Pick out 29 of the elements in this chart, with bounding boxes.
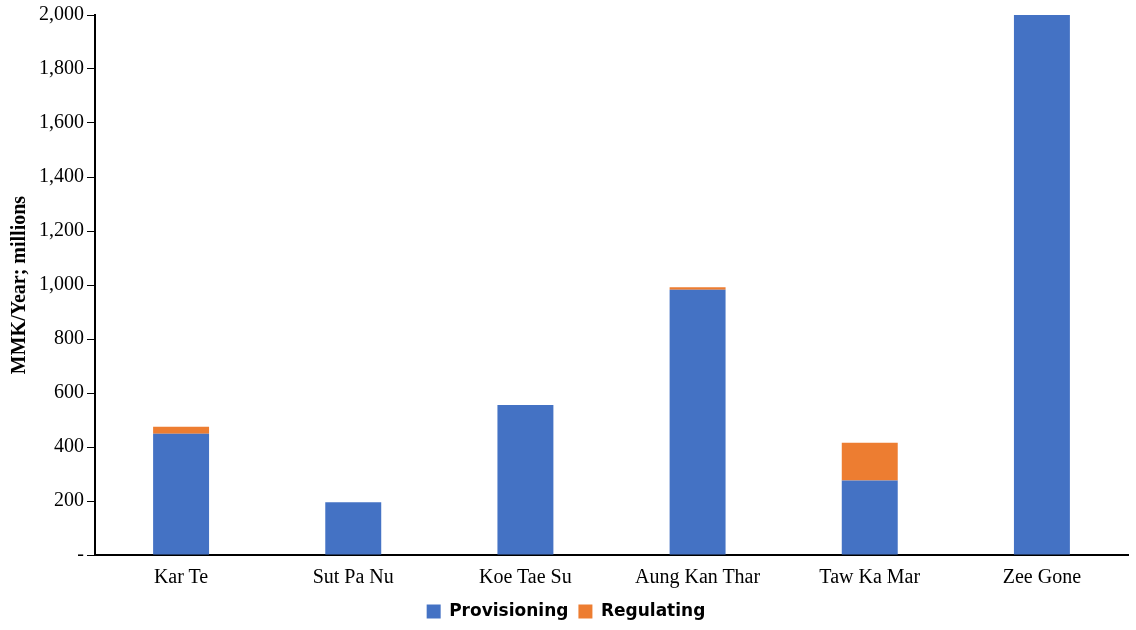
bar: [153, 426, 210, 434]
legend-label: Provisioning: [449, 599, 569, 620]
y-axis-title: MMK/Year; millions: [7, 195, 30, 375]
y-tick-label: 200: [54, 488, 84, 511]
bar: [841, 480, 898, 555]
y-tick-label: 400: [54, 434, 84, 457]
bar: [1013, 15, 1070, 555]
x-tick-label: Koe Tae Su: [479, 565, 572, 588]
y-tick-label: 1,600: [39, 110, 84, 133]
y-tick-label: 800: [54, 326, 84, 349]
bar: [669, 287, 726, 290]
bar: [841, 442, 898, 481]
y-tick-label: 1,000: [39, 272, 84, 295]
y-tick-label: 1,400: [39, 164, 84, 187]
x-tick-label: Aung Kan Thar: [635, 565, 761, 589]
x-tick-label: Zee Gone: [1002, 565, 1082, 588]
y-tick-label: -: [77, 542, 84, 565]
x-tick-label: Kar Te: [153, 565, 209, 588]
bar: [153, 433, 210, 555]
y-tick-label: 1,200: [39, 218, 84, 241]
bar: [325, 502, 382, 555]
y-tick-label: 1,800: [39, 56, 84, 79]
bar: [669, 289, 726, 555]
x-tick-label: Taw Ka Mar: [819, 565, 921, 588]
legend-label: Regulating: [600, 599, 706, 620]
y-tick-label: 2,000: [39, 2, 84, 25]
bar: [497, 404, 554, 555]
x-tick-label: Sut Pa Nu: [312, 565, 394, 588]
y-tick-label: 600: [54, 380, 84, 403]
